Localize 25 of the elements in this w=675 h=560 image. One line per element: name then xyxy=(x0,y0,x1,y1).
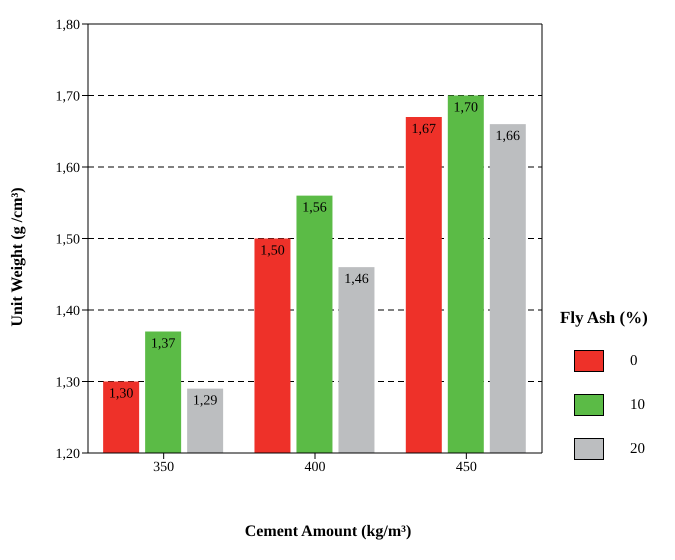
data-label: 1,30 xyxy=(108,386,134,402)
data-label: 1,66 xyxy=(496,129,520,144)
data-label: 1,37 xyxy=(150,336,176,352)
x-tick-label: 400 xyxy=(304,460,326,475)
y-tick-label: 1,40 xyxy=(56,304,80,319)
data-label: 1,56 xyxy=(302,200,327,216)
legend-label: 20 xyxy=(630,440,645,458)
legend-label: 0 xyxy=(630,352,638,370)
y-tick-label: 1,70 xyxy=(56,89,80,104)
y-tick-label: 1,20 xyxy=(56,446,80,462)
x-tick-label: 450 xyxy=(456,460,477,475)
data-label: 1,70 xyxy=(454,100,478,116)
legend-label: 10 xyxy=(630,396,645,414)
data-label: 1,46 xyxy=(344,272,369,288)
data-label: 1,67 xyxy=(412,122,436,137)
y-axis-title: Unit Weight (g /cm³) xyxy=(9,186,27,329)
x-axis-title: Cement Amount (kg/m³) xyxy=(244,523,412,541)
y-tick-label: 1,80 xyxy=(56,18,80,33)
data-label: 1,50 xyxy=(260,244,285,258)
legend-title: Fly Ash (%) xyxy=(560,308,649,328)
y-tick-label: 1,60 xyxy=(56,160,80,176)
y-tick-label: 1,30 xyxy=(56,375,80,390)
data-label: 1,29 xyxy=(192,394,218,409)
y-tick-label: 1,50 xyxy=(56,232,80,248)
x-tick-label: 350 xyxy=(153,460,174,475)
